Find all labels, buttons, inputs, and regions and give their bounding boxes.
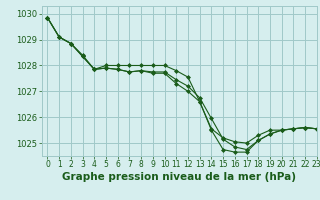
X-axis label: Graphe pression niveau de la mer (hPa): Graphe pression niveau de la mer (hPa) (62, 172, 296, 182)
